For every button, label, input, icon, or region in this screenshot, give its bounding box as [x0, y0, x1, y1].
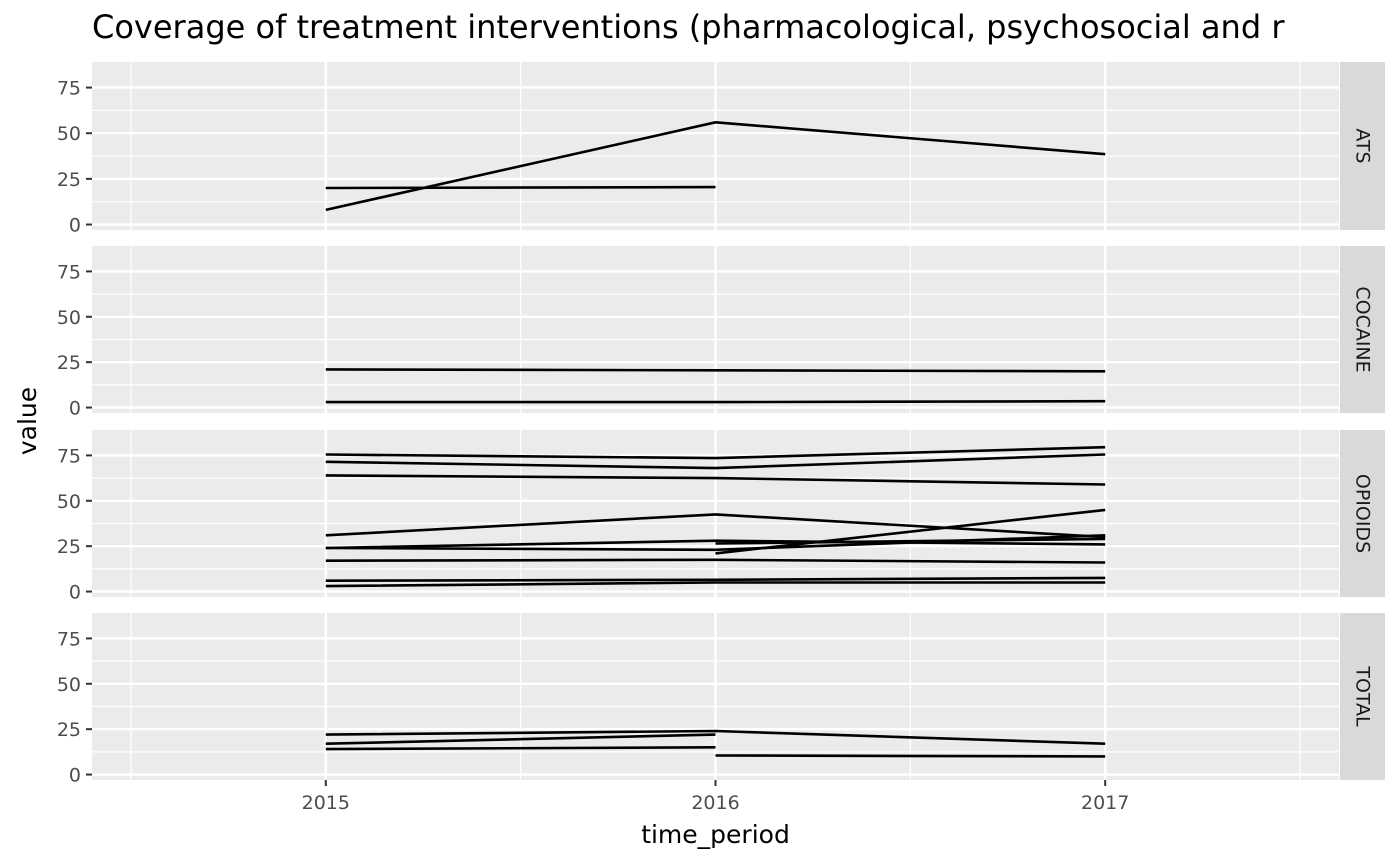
series-line-opioids-1 — [325, 445, 1106, 460]
series-line-opioids-3 — [325, 474, 1106, 486]
y-tick-label: 0 — [69, 582, 81, 604]
y-tick-label: 50 — [57, 123, 81, 145]
y-tick-label: 50 — [57, 674, 81, 696]
facet-strip-total — [1340, 613, 1385, 780]
series-line-cocaine-2 — [325, 399, 1106, 404]
chart-title: Coverage of treatment interventions (pha… — [92, 8, 1285, 46]
y-tick-label: 75 — [57, 628, 81, 650]
series-line-opioids-8 — [715, 537, 1106, 545]
facet-strip-label: COCAINE — [1352, 286, 1374, 372]
series-line-ats-2 — [325, 185, 716, 190]
series-line-opioids-11 — [325, 581, 1106, 588]
facet-strip-label: OPIOIDS — [1352, 474, 1374, 553]
y-tick-label: 75 — [57, 261, 81, 283]
x-tick-label: 2016 — [691, 792, 739, 814]
y-tick-label: 75 — [57, 445, 81, 467]
series-line-opioids-9 — [325, 558, 1106, 564]
y-tick-label: 75 — [57, 78, 81, 100]
series-line-opioids-10 — [325, 576, 1106, 582]
y-tick-label: 50 — [57, 307, 81, 329]
series-line-total-1 — [325, 729, 1106, 745]
series-line-opioids-4 — [325, 513, 1106, 539]
facet-strip-label: ATS — [1352, 128, 1374, 163]
y-tick-label: 0 — [69, 398, 81, 420]
facet-strip-label: TOTAL — [1352, 665, 1374, 727]
y-tick-label: 0 — [69, 765, 81, 787]
x-tick-label: 2017 — [1081, 792, 1129, 814]
y-tick-label: 50 — [57, 491, 81, 513]
facet-strip-opioids — [1340, 430, 1385, 597]
y-tick-label: 25 — [57, 719, 81, 741]
facet-strip-cocaine — [1340, 246, 1385, 413]
y-tick-label: 25 — [57, 169, 81, 191]
y-tick-label: 25 — [57, 352, 81, 374]
series-line-ats-1 — [325, 121, 1106, 212]
x-tick-label: 2015 — [302, 792, 350, 814]
series-line-opioids-5 — [325, 539, 1106, 550]
series-line-opioids-7 — [715, 508, 1106, 555]
series-line-opioids-2 — [325, 453, 1106, 470]
series-line-total-2 — [325, 733, 716, 745]
series-line-cocaine-1 — [325, 368, 1106, 373]
facet-strip-ats — [1340, 62, 1385, 230]
series-line-total-4 — [715, 754, 1106, 758]
y-tick-label: 0 — [69, 215, 81, 237]
series-line-total-3 — [325, 746, 716, 751]
x-axis-title: time_period — [641, 820, 790, 849]
y-tick-label: 25 — [57, 536, 81, 558]
y-axis-title: value — [13, 387, 42, 455]
